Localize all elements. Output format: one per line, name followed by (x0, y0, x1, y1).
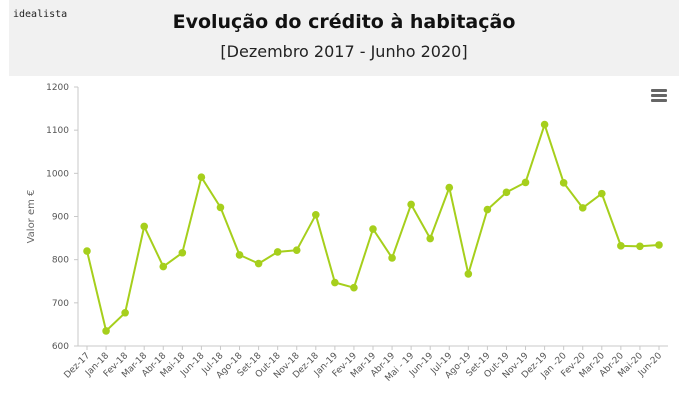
data-point (235, 251, 244, 259)
data-point (617, 242, 625, 250)
y-tick-label: 800 (52, 256, 69, 266)
data-point (598, 189, 606, 198)
data-point (121, 308, 129, 317)
data-point (521, 178, 530, 187)
brand-logo: idealista (13, 9, 68, 20)
hamburger-menu-icon[interactable] (651, 89, 667, 103)
y-tick-label: 700 (52, 299, 69, 309)
data-point (254, 259, 263, 268)
data-point (464, 270, 473, 278)
data-point (426, 234, 435, 243)
data-point (216, 203, 225, 212)
data-point (578, 204, 587, 212)
chart-title: Evolução do crédito à habitação (172, 11, 516, 33)
data-point (350, 283, 358, 292)
data-point (273, 248, 282, 256)
data-point (445, 183, 454, 192)
y-axis-label: Valor em € (26, 190, 37, 244)
data-point (483, 205, 492, 214)
data-point (636, 242, 644, 251)
data-point (197, 173, 206, 182)
data-point (559, 179, 568, 187)
chart-subtitle: [Dezembro 2017 - Junho 2020] (220, 42, 468, 61)
header-banner: idealista Evolução do crédito à habitaçã… (9, 0, 679, 76)
y-tick-label: 1200 (46, 83, 69, 93)
data-point (331, 278, 339, 287)
data-point (140, 222, 148, 231)
data-point (655, 241, 663, 249)
y-tick-label: 1000 (46, 169, 69, 179)
data-point (292, 246, 301, 254)
data-point (102, 327, 110, 335)
data-point (159, 262, 168, 271)
data-point (388, 254, 396, 262)
data-point (407, 200, 415, 209)
data-point (83, 247, 91, 255)
y-tick-label: 1100 (46, 126, 69, 136)
data-point (369, 225, 377, 233)
y-tick-label: 900 (52, 213, 69, 223)
data-point (502, 188, 511, 197)
data-point (312, 210, 320, 219)
y-tick-label: 600 (52, 342, 69, 352)
data-point (540, 120, 549, 129)
data-point (178, 248, 187, 257)
